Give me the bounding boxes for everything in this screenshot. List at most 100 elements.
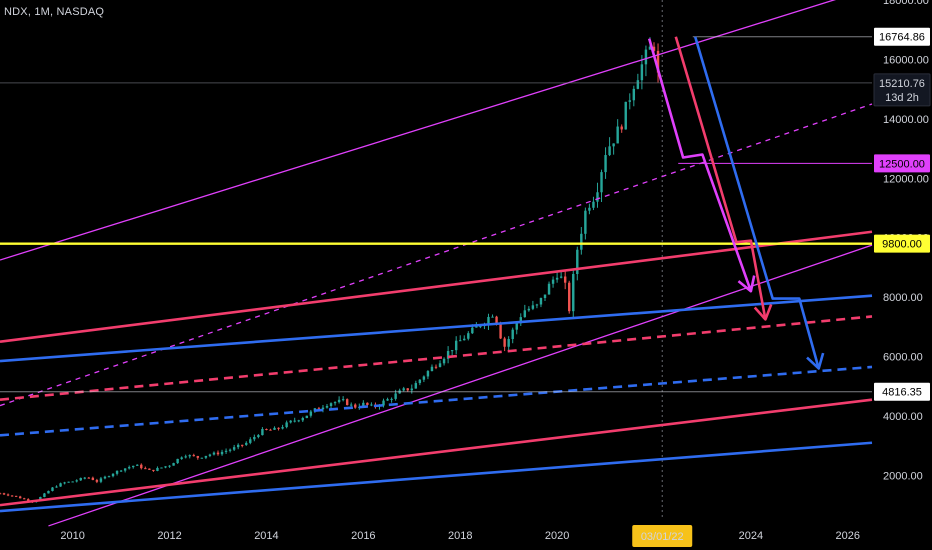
symbol-title: NDX, 1M, NASDAQ [4, 6, 105, 18]
candle-body [301, 418, 304, 421]
x-tick-label: 2012 [157, 530, 181, 542]
candle-body [257, 435, 260, 437]
candle-body [366, 402, 369, 405]
candle-body [519, 317, 522, 324]
candle-body [644, 49, 648, 65]
candle-body [99, 478, 103, 482]
candle-body [479, 326, 482, 328]
candle-body [354, 404, 357, 408]
candle-body [402, 388, 405, 391]
price-tag-label: 4816.35 [882, 387, 922, 399]
candle-body [23, 498, 26, 500]
candle-body [83, 477, 86, 479]
candle-body [43, 493, 46, 497]
candle-body [406, 388, 409, 391]
candle-body [0, 493, 2, 495]
candle-body [285, 422, 288, 428]
candle-body [168, 465, 171, 467]
trend-line-blue-solid [0, 294, 873, 363]
candle-body [39, 496, 42, 501]
cursor-date-tag [632, 525, 693, 547]
candle-body [152, 469, 155, 471]
candle-body [2, 493, 6, 495]
y-tick-label: 6000.00 [883, 352, 923, 364]
candle-body [523, 310, 527, 318]
candle-body [434, 366, 438, 368]
candle-body [136, 464, 139, 466]
candle-body [204, 455, 208, 458]
candle-body [140, 464, 143, 469]
candle-body [232, 447, 236, 450]
candle-body [527, 308, 531, 311]
candle-body [241, 444, 244, 446]
candle-body [539, 298, 543, 305]
candle-body [608, 146, 611, 156]
candle-body [442, 358, 446, 364]
candle-body [253, 436, 256, 440]
candle-body [559, 276, 563, 278]
candle-body [95, 480, 99, 482]
candle-body [14, 495, 18, 497]
candle-body [604, 155, 607, 173]
candle-body [144, 468, 147, 470]
candle-body [543, 294, 547, 299]
y-tick-label: 12000.00 [883, 173, 929, 185]
y-tick-label: 18000.00 [883, 0, 929, 7]
candle-body [491, 316, 494, 318]
candle-body [572, 274, 575, 312]
candle-body [79, 478, 82, 481]
price-tag-countdown: 13d 2h [885, 92, 919, 104]
projection-arrow-blue [693, 36, 820, 369]
candle-body [463, 338, 466, 341]
candle-body [503, 338, 506, 347]
candle-body [51, 487, 54, 491]
candle-body [568, 282, 571, 312]
candle-body [390, 398, 393, 400]
candle-body [446, 351, 450, 359]
candle-body [430, 366, 434, 372]
candle-body [656, 50, 660, 73]
candle-body [422, 376, 426, 380]
candle-body [27, 499, 30, 501]
candle-body [59, 483, 62, 487]
candle-body [345, 399, 349, 406]
candle-body [321, 407, 325, 410]
trend-line-blue-dashed [0, 365, 873, 437]
price-tag-box [873, 73, 931, 107]
candle-body [459, 340, 462, 342]
candle-body [317, 408, 321, 410]
candle-body [551, 279, 555, 284]
candle-body [475, 326, 478, 328]
candle-body [224, 450, 228, 452]
candle-body [648, 46, 652, 50]
candle-body [188, 455, 191, 457]
x-tick-label: 2018 [448, 530, 472, 542]
x-tick-label: 2010 [60, 530, 84, 542]
candle-body [192, 455, 195, 457]
x-tick-label: 2024 [739, 530, 763, 542]
price-tag-box [874, 27, 930, 46]
candle-body [640, 64, 644, 81]
candle-body [265, 428, 268, 430]
candle-body [370, 404, 373, 406]
candle-body [273, 427, 276, 430]
x-tick-label: 2026 [836, 530, 860, 542]
candle-body [156, 467, 159, 471]
candle-body [555, 277, 559, 280]
projection-arrow-pink_red [674, 36, 767, 320]
candle-body [277, 427, 280, 429]
candle-body [293, 420, 296, 422]
projection-arrow-magenta [647, 38, 753, 292]
axes-layer: 18000.0016000.0014000.0012000.0010000.00… [60, 0, 929, 547]
candle-body [236, 444, 240, 448]
candle-body [580, 233, 583, 250]
candle-body [309, 411, 313, 416]
candle-body [180, 457, 183, 459]
y-tick-label: 14000.00 [883, 114, 929, 126]
candle-body [212, 452, 216, 455]
trend-line-pink_red-solid [0, 398, 873, 507]
candle-body [636, 80, 640, 89]
candle-body [75, 480, 78, 482]
candle-body [620, 126, 623, 130]
